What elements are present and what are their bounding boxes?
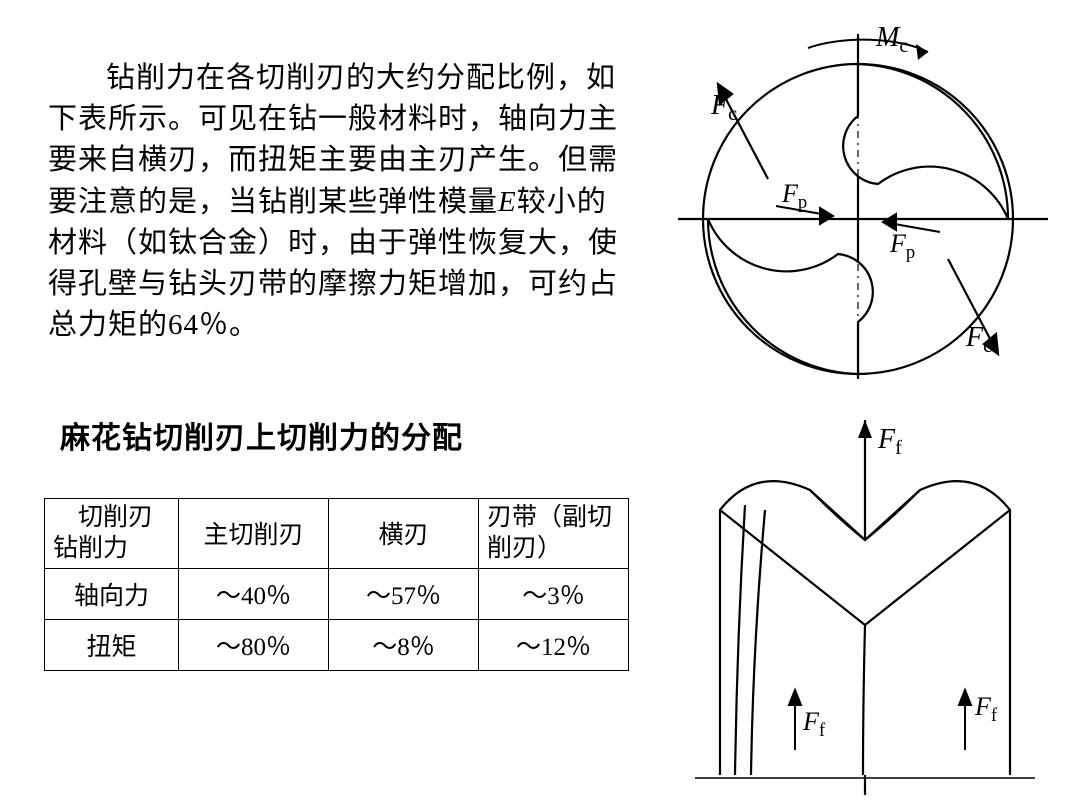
table-cell: ～57％ <box>329 568 479 619</box>
label-Ff-main: Ff <box>877 424 902 459</box>
table-cell: ～40％ <box>179 568 329 619</box>
table-cell: ～80％ <box>179 619 329 670</box>
table-row: 扭矩 ～80％ ～8％ ～12％ <box>45 619 629 670</box>
row-label: 扭矩 <box>45 619 179 670</box>
paragraph-E: E <box>498 186 517 218</box>
label-Mc: Mc <box>875 24 908 57</box>
label-Fp-top: Fp <box>781 179 807 213</box>
force-distribution-table: 切削刃 钻削力 主切削刃 横刃 刃带（副切削刃） 轴向力 ～40％ ～57％ ～… <box>44 498 629 671</box>
table-corner-cell: 切削刃 钻削力 <box>45 499 179 569</box>
label-Fp-bottom: Fp <box>889 229 915 263</box>
table-cell: ～8％ <box>329 619 479 670</box>
col-header: 刃带（副切削刃） <box>479 499 629 569</box>
table-row: 轴向力 ～40％ ～57％ ～3％ <box>45 568 629 619</box>
table-cell: ～12％ <box>479 619 629 670</box>
main-paragraph: 钻削力在各切削刃的大约分配比例，如下表所示。可见在钻一般材料时，轴向力主要来自横… <box>48 58 618 346</box>
label-Fc-bottom: Fc <box>965 322 992 357</box>
table-title: 麻花钻切削刃上切削力的分配 <box>60 413 463 457</box>
drill-side-view-diagram: Ff Ff Ff <box>665 410 1065 800</box>
col-header: 横刃 <box>329 499 479 569</box>
label-Fc-top: Fc <box>710 90 737 125</box>
row-label: 轴向力 <box>45 568 179 619</box>
col-header: 主切削刃 <box>179 499 329 569</box>
table-cell: ～3％ <box>479 568 629 619</box>
table-header-row: 切削刃 钻削力 主切削刃 横刃 刃带（副切削刃） <box>45 499 629 569</box>
drill-top-view-diagram: Mc Fc Fp Fp Fc <box>658 24 1058 384</box>
